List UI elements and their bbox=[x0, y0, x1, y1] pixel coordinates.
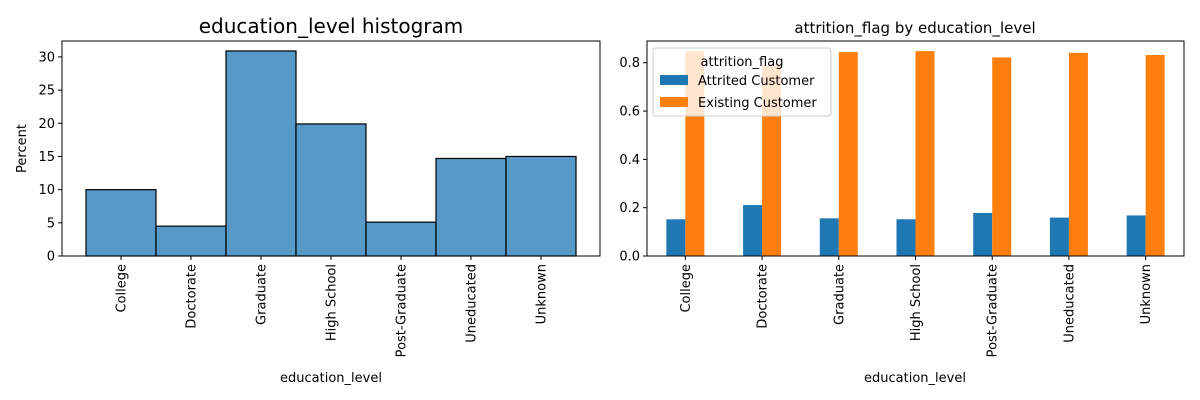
chart2-y-ticks: 0.0 0.2 0.4 0.6 0.8 bbox=[619, 56, 647, 265]
chart1-y-ticks: 0 5 10 15 20 25 30 bbox=[38, 50, 62, 265]
legend-swatch-attrited bbox=[660, 75, 688, 85]
bar-existing-customer-high-school bbox=[915, 51, 935, 256]
bar-attrited-customer-post-graduate bbox=[973, 213, 993, 256]
hist-bar-graduate bbox=[225, 50, 297, 257]
grouped-bar-chart: attrition_flag by education_level 0.0 0.2… bbox=[619, 19, 1185, 386]
y-tick-label: 20 bbox=[38, 117, 55, 132]
chart2-x-axis-label: education_level bbox=[864, 371, 966, 386]
bar-attrited-customer-graduate bbox=[819, 218, 839, 256]
chart2-x-ticks: College Doctorate Graduate High School Post-… bbox=[679, 256, 1154, 357]
legend-swatch-existing bbox=[660, 97, 688, 107]
y-tick-label: 5 bbox=[47, 216, 55, 231]
x-tick-label: College bbox=[115, 264, 130, 313]
legend-label-existing: Existing Customer bbox=[698, 96, 817, 111]
x-tick-label: Doctorate bbox=[756, 264, 771, 329]
bar-existing-customer-uneducated bbox=[1068, 52, 1088, 256]
hist-bar-uneducated bbox=[435, 157, 507, 257]
bar-attrited-customer-college bbox=[666, 219, 686, 256]
chart1-bars bbox=[85, 50, 577, 257]
y-tick-label: 10 bbox=[38, 183, 55, 198]
x-tick-label: High School bbox=[325, 264, 340, 341]
hist-bar-high-school bbox=[295, 123, 367, 257]
hist-bar-college bbox=[85, 189, 157, 257]
y-tick-label: 0.2 bbox=[619, 201, 640, 216]
x-tick-label: Post-Graduate bbox=[986, 264, 1001, 357]
bar-existing-customer-unknown bbox=[1145, 55, 1165, 257]
y-tick-label: 0 bbox=[47, 250, 55, 265]
histogram-chart: education_level histogram 0 5 10 15 20 25 30 C… bbox=[15, 14, 601, 386]
y-tick-label: 0.4 bbox=[619, 153, 640, 168]
hist-bar-post-graduate bbox=[365, 221, 437, 257]
x-tick-label: Graduate bbox=[255, 264, 270, 325]
bar-attrited-customer-uneducated bbox=[1049, 217, 1069, 256]
bar-attrited-customer-unknown bbox=[1126, 215, 1146, 256]
hist-bar-doctorate bbox=[155, 225, 227, 257]
bar-existing-customer-post-graduate bbox=[992, 57, 1012, 256]
chart1-y-axis-label: Percent bbox=[15, 124, 30, 173]
legend-label-attrited: Attrited Customer bbox=[698, 74, 815, 89]
x-tick-label: Uneducated bbox=[465, 264, 480, 343]
bar-existing-customer-graduate bbox=[838, 52, 858, 256]
y-tick-label: 25 bbox=[38, 84, 55, 99]
x-tick-label: Unknown bbox=[535, 264, 550, 324]
x-tick-label: Doctorate bbox=[185, 264, 200, 329]
x-tick-label: Unknown bbox=[1139, 264, 1154, 324]
chart2-title: attrition_flag by education_level bbox=[794, 19, 1035, 38]
y-tick-label: 30 bbox=[38, 50, 55, 65]
y-tick-label: 0.8 bbox=[619, 56, 640, 71]
x-tick-label: High School bbox=[909, 264, 924, 341]
x-tick-label: Uneducated bbox=[1062, 264, 1077, 343]
legend-frame bbox=[652, 47, 832, 117]
chart1-x-axis-label: education_level bbox=[280, 371, 382, 386]
y-tick-label: 0.0 bbox=[619, 250, 640, 265]
chart1-title: education_level histogram bbox=[199, 14, 464, 38]
hist-bar-unknown bbox=[505, 155, 577, 257]
chart2-legend: attrition_flag Attrited Customer Existin… bbox=[652, 47, 832, 117]
x-tick-label: College bbox=[679, 264, 694, 313]
chart1-x-ticks: College Doctorate Graduate High School Post-… bbox=[115, 256, 550, 357]
legend-title: attrition_flag bbox=[701, 55, 784, 70]
bar-attrited-customer-high-school bbox=[896, 219, 916, 256]
y-tick-label: 0.6 bbox=[619, 105, 640, 120]
bar-attrited-customer-doctorate bbox=[743, 205, 763, 256]
x-tick-label: Post-Graduate bbox=[395, 264, 410, 357]
y-tick-label: 15 bbox=[38, 150, 55, 165]
x-tick-label: Graduate bbox=[832, 264, 847, 325]
